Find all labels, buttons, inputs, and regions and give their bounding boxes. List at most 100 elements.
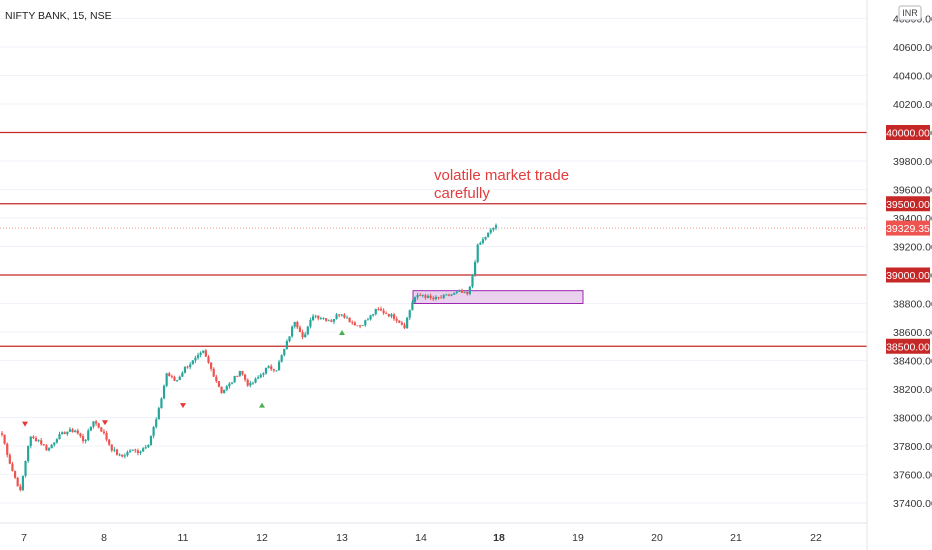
candle-body	[314, 315, 317, 317]
candle-body	[131, 449, 134, 451]
candle-body	[217, 381, 221, 387]
demand-zone-box[interactable]	[412, 290, 584, 304]
candle-body	[392, 314, 396, 319]
candle-body	[377, 308, 380, 310]
x-tick-label: 18	[493, 532, 505, 544]
candle-body	[157, 408, 160, 420]
candle-body	[429, 295, 432, 298]
candle-body	[173, 376, 176, 381]
candle-body	[466, 291, 469, 295]
candle-body	[199, 352, 202, 355]
candle-body	[81, 436, 85, 441]
level-price-text: 39000.00	[886, 270, 930, 282]
x-tick-label: 14	[415, 532, 427, 544]
candle-body	[285, 341, 288, 349]
candle-body	[11, 463, 14, 472]
candle-body	[162, 385, 166, 399]
candle-body	[189, 364, 192, 368]
candle-body	[194, 357, 197, 361]
candle-body	[110, 444, 113, 451]
candle-body	[338, 314, 341, 316]
candle-body	[489, 229, 492, 233]
candle-body	[325, 318, 328, 321]
candle-body	[105, 433, 108, 440]
candle-body	[102, 431, 106, 434]
annotation-line-1: volatile market trade	[434, 167, 569, 184]
candle-body	[249, 382, 252, 386]
price-axis[interactable]: 37400.00 37600.00 37800.00 38000.00 38200.00…	[893, 14, 932, 511]
candle-body	[233, 375, 236, 383]
x-tick-label: 13	[336, 532, 348, 544]
candle-body	[406, 317, 409, 329]
candle-body	[335, 314, 338, 319]
candle-body	[32, 436, 35, 439]
candle-body	[241, 371, 244, 375]
candle-body	[319, 318, 322, 320]
candle-body	[212, 368, 215, 377]
candle-body	[364, 320, 367, 326]
sell-marker	[180, 403, 186, 409]
candle-body	[207, 356, 210, 363]
candle-body	[487, 232, 490, 238]
candle-body	[411, 302, 414, 311]
level-price-text: 39500.00	[886, 199, 930, 211]
candle-body	[275, 370, 278, 372]
candle-body	[400, 322, 404, 325]
candle-body	[34, 438, 38, 442]
candle-body	[220, 386, 223, 393]
candle-body	[272, 369, 275, 371]
candle-body	[419, 294, 422, 296]
candle-body	[424, 295, 427, 298]
candle-body	[440, 297, 443, 299]
candle-body	[236, 375, 239, 377]
price-zone	[412, 290, 584, 304]
candle-body	[76, 430, 79, 434]
candle-body	[230, 382, 234, 384]
buy-marker	[259, 402, 265, 408]
trade-markers	[22, 330, 345, 427]
candle-body	[61, 432, 64, 435]
candle-body	[89, 426, 92, 431]
candle-body	[27, 446, 30, 462]
candle-body	[142, 448, 145, 452]
candle-body	[191, 360, 194, 365]
candle-body	[170, 376, 173, 377]
candle-body	[144, 447, 147, 449]
candle-body	[288, 336, 291, 342]
x-tick-label: 11	[178, 532, 189, 544]
candle-body	[413, 297, 417, 303]
time-axis[interactable]: 7 8 11 12 13 14 18 19 20 21 22	[21, 532, 822, 544]
candle-body	[356, 325, 359, 327]
level-price-tag	[886, 338, 930, 354]
support-resistance-lines	[0, 131, 867, 347]
candle-body	[322, 318, 325, 320]
candle-body	[204, 350, 207, 357]
candle-body	[361, 325, 364, 327]
candle-body	[113, 449, 116, 451]
candle-body	[228, 383, 231, 387]
candle-body	[492, 227, 495, 230]
candle-body	[19, 486, 22, 491]
candle-body	[306, 326, 309, 335]
candle-body	[84, 439, 87, 441]
candle-body	[24, 461, 27, 476]
level-price-text: 38500.00	[886, 341, 930, 353]
candle-body	[94, 421, 98, 424]
y-tick-label: 38600.00	[893, 327, 932, 339]
candle-body	[309, 320, 312, 327]
candle-body	[149, 435, 153, 445]
currency-badge[interactable]: INR	[898, 5, 922, 21]
candle-body	[358, 325, 362, 327]
candle-body	[455, 291, 458, 293]
candle-body	[398, 320, 401, 323]
candle-body	[87, 430, 90, 440]
candle-body	[390, 314, 393, 317]
candle-body	[225, 386, 228, 390]
candle-body	[215, 376, 218, 382]
candle-body	[317, 315, 320, 319]
candle-body	[126, 451, 129, 456]
candle-body	[366, 319, 370, 321]
candle-body	[118, 454, 121, 456]
candle-body	[71, 429, 74, 432]
